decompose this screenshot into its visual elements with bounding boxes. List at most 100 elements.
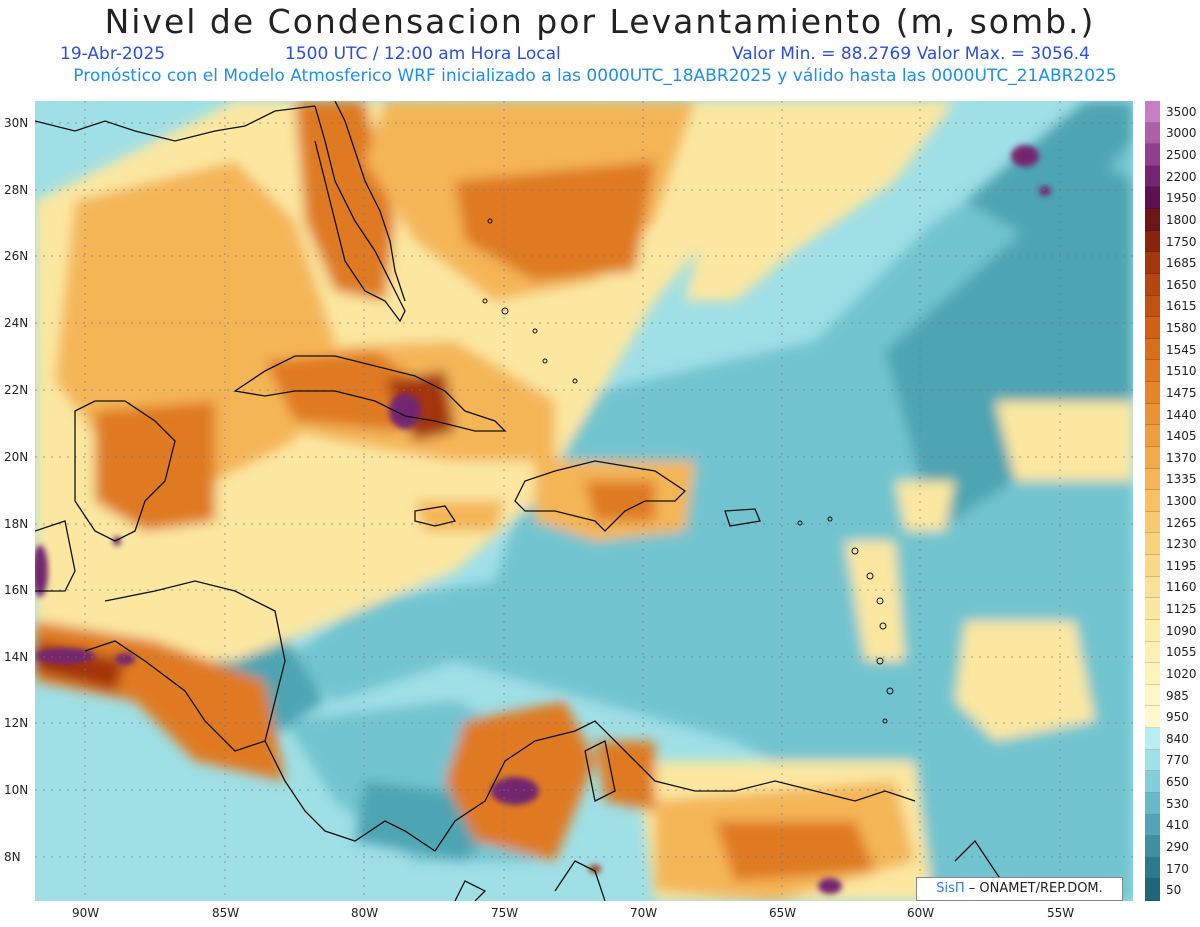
legend-label: 50 [1166,883,1182,898]
legend-swatch [1145,490,1160,512]
legend-label: 1615 [1166,299,1197,314]
legend-label: 1195 [1166,558,1197,573]
credit-box: SisΠ – ONAMET/REP.DOM. [916,877,1123,901]
panama [264,740,436,852]
legend-label: 410 [1166,818,1189,833]
legend-label: 2200 [1166,169,1197,184]
legend-label: 1510 [1166,364,1197,379]
legend-swatch [1145,598,1160,620]
map-svg [35,101,1133,901]
lon-label: 75W [491,906,519,920]
chart-title: Nivel de Condensacion por Levantamiento … [104,2,1096,41]
legend-swatch [1145,836,1160,858]
legend-swatch [1145,879,1160,901]
legend-label: 170 [1166,861,1189,876]
lon-label: 70W [630,906,658,920]
legend-label: 1475 [1166,385,1197,400]
legend-label: 1685 [1166,256,1197,271]
legend-swatch [1145,771,1160,793]
legend-label: 1335 [1166,472,1197,487]
colombia-interior [554,860,606,901]
legend-swatch [1145,101,1160,123]
legend-swatch [1145,792,1160,815]
south-america-coast [434,720,916,852]
jamaica [414,505,457,527]
legend-label: 1160 [1166,580,1197,595]
lon-label: 80W [351,906,379,920]
legend-label: 1440 [1166,407,1197,422]
legend-swatch [1145,684,1160,707]
lat-label: 16N [4,583,29,597]
lon-label: 90W [72,906,100,920]
legend-label: 530 [1166,796,1189,811]
legend-label: 2500 [1166,148,1197,163]
lat-label: 26N [4,249,29,263]
legend-swatch [1145,749,1160,772]
coastlines [35,101,1016,901]
florida-east [334,101,406,302]
islands [482,218,894,724]
legend-swatch [1145,641,1160,664]
legend-swatch [1145,273,1160,296]
legend-swatch [1145,728,1160,750]
legend-label: 1405 [1166,429,1197,444]
legend-label: 1230 [1166,537,1197,552]
legend-label: 1125 [1166,602,1197,617]
legend-swatch [1145,706,1160,728]
legend-swatch [1145,382,1160,404]
florida [314,105,406,323]
legend-label: 1950 [1166,191,1197,206]
legend-swatch [1145,857,1160,880]
legend-label: 1750 [1166,234,1197,249]
lcl-maxima [35,145,1051,894]
legend-label: 290 [1166,839,1189,854]
legend-label: 840 [1166,731,1189,746]
legend-swatch [1145,338,1160,361]
legend-label: 1650 [1166,277,1197,292]
legend-swatch [1145,576,1160,599]
legend-swatch [1145,446,1160,469]
lat-label: 10N [4,783,29,797]
puerto-rico [724,508,761,527]
yucatan [74,400,176,542]
lon-label: 65W [769,906,797,920]
credit-logo: SisΠ [936,881,965,896]
date-label: 19-Abr-2025 [60,44,166,64]
legend-label: 1020 [1166,666,1197,681]
credit-org: – ONAMET/REP.DOM. [968,881,1103,896]
legend-label: 1055 [1166,645,1197,660]
gulf-coast [35,105,316,142]
min-max-label: Valor Min. = 88.2769 Valor Max. = 3056.4 [732,44,1090,64]
mexico-south [35,520,76,592]
color-legend [1145,101,1160,901]
legend-swatch [1145,209,1160,231]
legend-label: 1800 [1166,212,1197,227]
legend-swatch [1145,511,1160,534]
lat-label: 12N [4,716,29,730]
legend-swatch [1145,619,1160,642]
legend-label: 1090 [1166,623,1197,638]
legend-swatch [1145,403,1160,426]
lon-label: 60W [907,906,935,920]
lat-label: 8N [4,850,21,864]
legend-swatch [1145,425,1160,447]
legend-swatch [1145,144,1160,166]
legend-swatch [1145,555,1160,577]
time-label: 1500 UTC / 12:00 am Hora Local [285,44,561,64]
lon-label: 55W [1047,906,1075,920]
lat-label: 14N [4,650,29,664]
legend-label: 3500 [1166,104,1197,119]
cuba [233,355,507,432]
legend-label: 1580 [1166,321,1197,336]
legend-swatch [1145,533,1160,556]
colombia-west [454,880,487,901]
legend-swatch [1145,122,1160,145]
legend-label: 650 [1166,775,1189,790]
legend-swatch [1145,814,1160,837]
legend-swatch [1145,468,1160,491]
legend-swatch [1145,317,1160,339]
legend-swatch [1145,663,1160,685]
legend-label: 1265 [1166,515,1197,530]
lat-label: 24N [4,316,29,330]
legend-label: 950 [1166,710,1189,725]
